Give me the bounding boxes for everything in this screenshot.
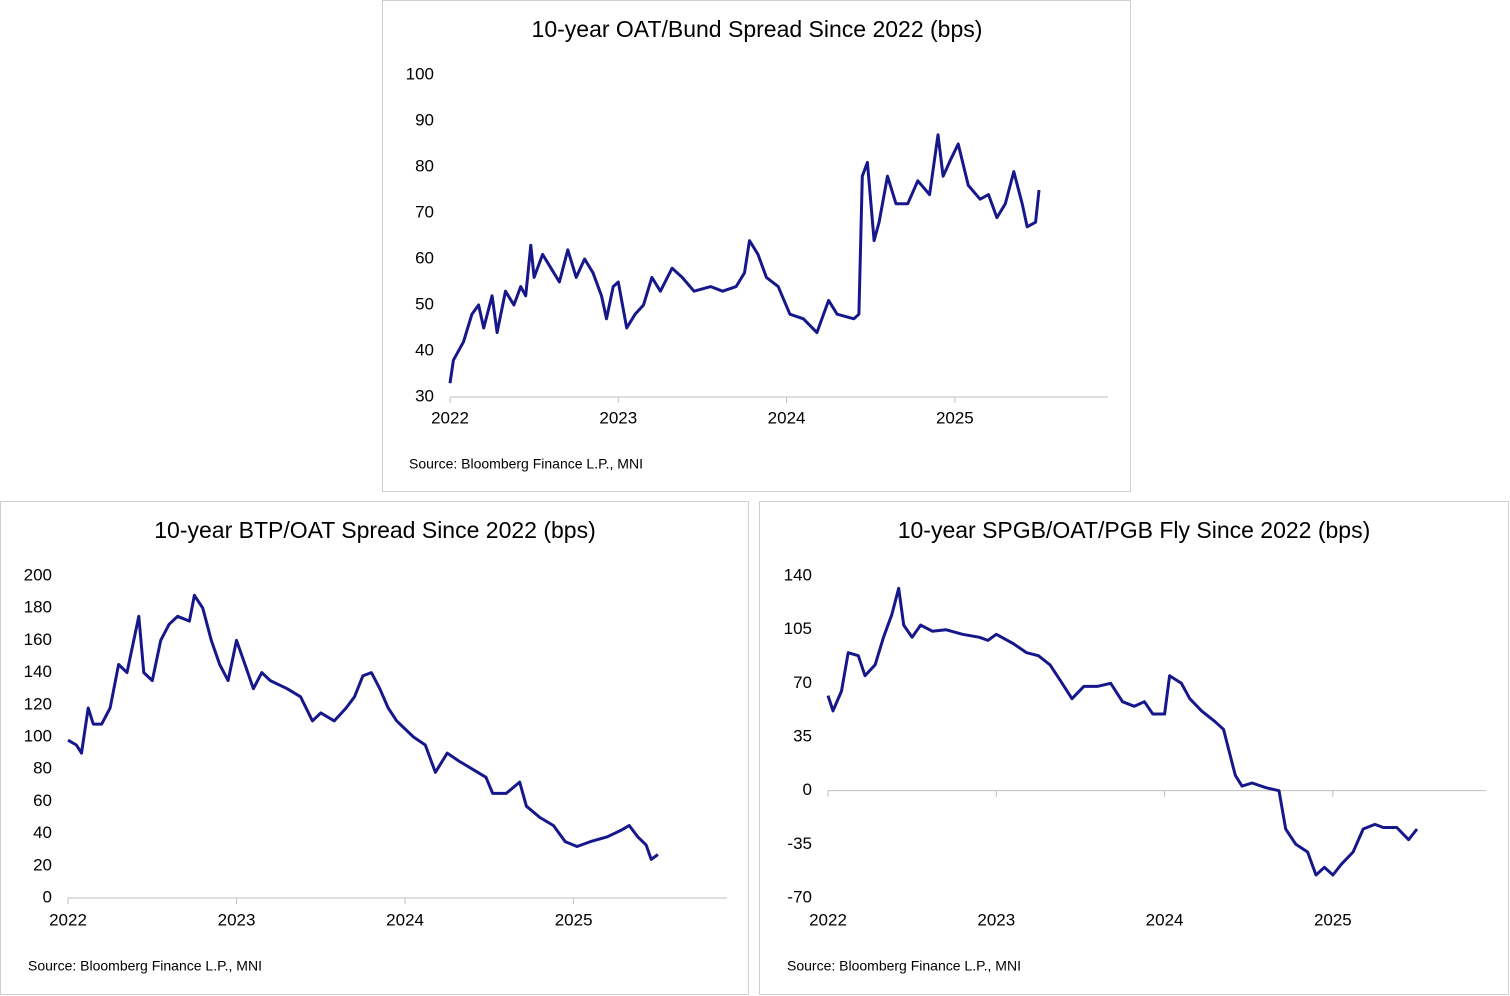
x-tick-label: 2023	[977, 910, 1015, 929]
y-tick-label: 20	[33, 855, 52, 874]
y-tick-label: 60	[33, 791, 52, 810]
source-note: Source: Bloomberg Finance L.P., MNI	[409, 456, 643, 472]
x-tick-label: 2022	[49, 910, 87, 929]
line-series	[67, 593, 659, 861]
y-tick-label: 200	[24, 565, 52, 584]
line-series	[448, 133, 1041, 384]
x-tick-label: 2025	[936, 408, 974, 427]
x-tick-label: 2024	[1146, 910, 1184, 929]
y-tick-label: 180	[24, 598, 52, 617]
panel	[382, 0, 1131, 492]
y-tick-label: 100	[406, 64, 434, 83]
y-tick-label: -70	[787, 887, 812, 906]
y-tick-label: 0	[43, 887, 52, 906]
y-tick-label: 70	[415, 202, 434, 221]
x-tick-label: 2024	[768, 408, 806, 427]
y-tick-label: 160	[24, 630, 52, 649]
y-tick-label: 70	[793, 673, 812, 692]
y-tick-label: 50	[415, 294, 434, 313]
y-tick-label: 30	[415, 386, 434, 405]
x-tick-label: 2022	[431, 408, 469, 427]
source-note: Source: Bloomberg Finance L.P., MNI	[28, 958, 262, 974]
y-tick-label: 140	[784, 565, 812, 584]
y-tick-label: 80	[415, 156, 434, 175]
chart-title: 10-year SPGB/OAT/PGB Fly Since 2022 (bps…	[898, 517, 1371, 543]
y-tick-label: 35	[793, 726, 812, 745]
x-tick-label: 2024	[386, 910, 424, 929]
y-tick-label: 80	[33, 759, 52, 778]
y-tick-label: 100	[24, 726, 52, 745]
x-tick-label: 2023	[599, 408, 637, 427]
source-note: Source: Bloomberg Finance L.P., MNI	[787, 958, 1021, 974]
chart-title: 10-year OAT/Bund Spread Since 2022 (bps)	[532, 16, 983, 42]
y-tick-label: 0	[803, 780, 812, 799]
x-tick-label: 2022	[809, 910, 847, 929]
y-tick-label: 105	[784, 619, 812, 638]
y-tick-label: -35	[787, 834, 812, 853]
x-tick-label: 2025	[555, 910, 593, 929]
chart-title: 10-year BTP/OAT Spread Since 2022 (bps)	[154, 517, 595, 543]
x-tick-label: 2023	[218, 910, 256, 929]
x-tick-label: 2025	[1314, 910, 1352, 929]
panel	[0, 501, 749, 995]
y-tick-label: 40	[33, 823, 52, 842]
y-tick-label: 140	[24, 662, 52, 681]
y-tick-label: 60	[415, 248, 434, 267]
y-tick-label: 90	[415, 110, 434, 129]
y-tick-label: 40	[415, 340, 434, 359]
panel	[759, 501, 1509, 995]
line-series	[826, 586, 1419, 877]
y-tick-label: 120	[24, 694, 52, 713]
